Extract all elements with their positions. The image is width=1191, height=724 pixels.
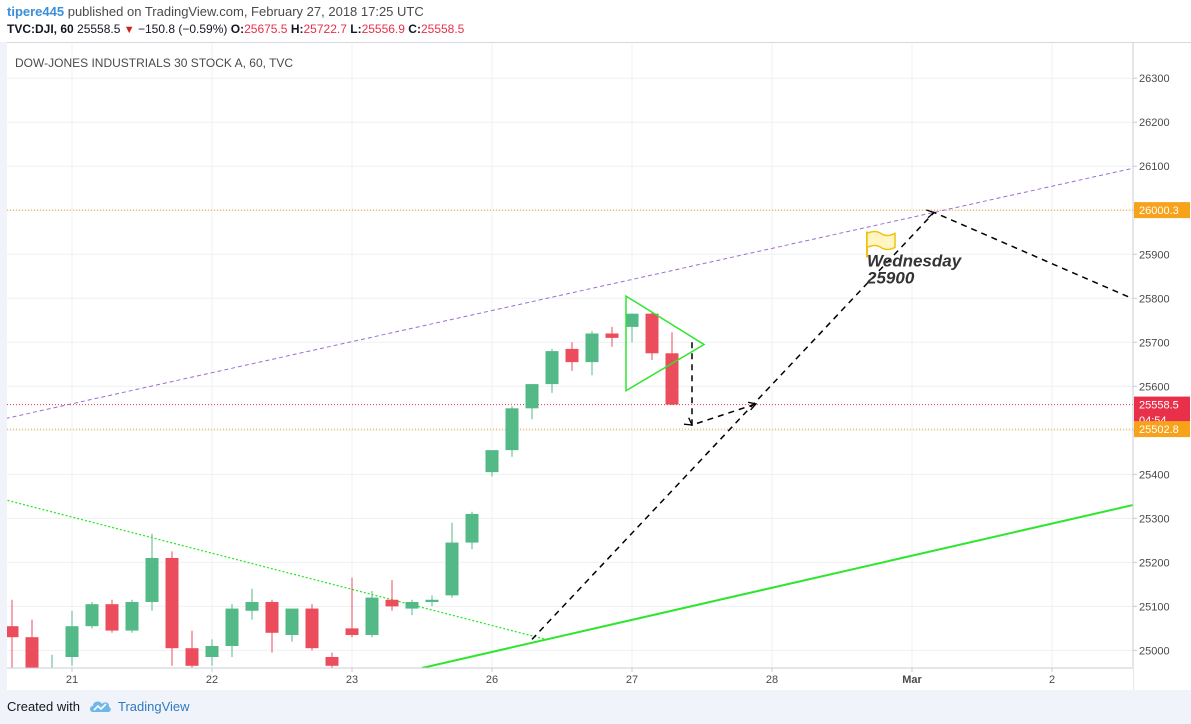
created-with-text: Created with <box>7 699 80 714</box>
tradingview-brand-link[interactable]: TradingView <box>118 699 190 714</box>
x-tick-label: 26 <box>486 674 498 686</box>
candle-down <box>105 604 119 631</box>
high-value: 25722.7 <box>303 22 347 36</box>
y-tick-label: 25000 <box>1139 645 1170 657</box>
candle-up <box>125 601 139 631</box>
candle-up <box>485 450 499 473</box>
tradingview-cloud-icon[interactable] <box>88 698 112 714</box>
annotation-day: Wednesday <box>867 251 963 270</box>
candle-up <box>285 608 299 635</box>
last-price: 25558.5 <box>77 22 121 36</box>
y-tick-label: 25700 <box>1139 337 1170 349</box>
candle-up <box>585 333 599 363</box>
flag-cloth <box>866 230 896 251</box>
candle-up <box>525 384 539 409</box>
y-tick-label: 25100 <box>1139 601 1170 613</box>
channel-line <box>7 167 1133 419</box>
candle-down <box>325 656 339 666</box>
candle-up <box>245 601 259 611</box>
candle-up <box>405 601 419 609</box>
low-label: L: <box>350 22 362 36</box>
candle-up <box>365 597 379 635</box>
candle-up <box>625 313 639 327</box>
annotation-price: 25900 <box>866 268 915 287</box>
projection-path-main <box>531 209 1133 640</box>
candle-down <box>645 313 659 354</box>
candle-down <box>25 637 39 668</box>
candle-up <box>225 608 239 646</box>
x-tick-label: 27 <box>626 674 638 686</box>
price-label-text: 26000.3 <box>1139 205 1179 217</box>
candle-down <box>605 333 619 338</box>
candle-up <box>505 408 519 451</box>
publish-line: tipere445 published on TradingView.com, … <box>7 4 424 19</box>
symbol-label: TVC:DJI, 60 <box>7 22 74 36</box>
open-value: 25675.5 <box>244 22 288 36</box>
y-tick-label: 25600 <box>1139 381 1170 393</box>
price-axis-bg <box>1133 43 1191 690</box>
flag-icon <box>866 230 896 258</box>
projection-path-short <box>683 342 758 427</box>
x-tick-label: 2 <box>1049 674 1055 686</box>
time-axis: 21 22 23 26 27 28 Mar 2 <box>7 667 1133 690</box>
x-tick-label: 23 <box>346 674 358 686</box>
candle-down <box>345 628 359 635</box>
high-label: H: <box>290 22 304 36</box>
y-tick-label: 26200 <box>1139 117 1170 129</box>
close-value: 25558.5 <box>420 22 465 36</box>
candle-up <box>85 604 99 627</box>
publish-header: tipere445 published on TradingView.com, … <box>0 0 1191 42</box>
down-arrow-icon: ▼ <box>123 24 135 36</box>
candle-up <box>425 599 439 602</box>
grid <box>7 43 1133 668</box>
price-label-text: 25502.8 <box>1139 424 1179 436</box>
candle-up <box>545 351 559 385</box>
y-tick-label: 26100 <box>1139 161 1170 173</box>
footer: Created with TradingView <box>0 690 1191 724</box>
close-label: C: <box>408 22 421 36</box>
chart-frame: Wednesday 25900 DOW-JONES INDUSTRIALS 30 S… <box>7 42 1191 690</box>
candle-down <box>7 626 19 638</box>
candle-up <box>465 513 479 543</box>
low-value: 25556.9 <box>361 22 405 36</box>
x-tick-label: 21 <box>66 674 78 686</box>
ohlc-line: TVC:DJI, 60 25558.5 ▼ −150.8 (−0.59%) O:… <box>7 22 464 36</box>
x-tick-label: 28 <box>766 674 778 686</box>
time-axis-bg <box>7 668 1133 690</box>
x-tick-label: 22 <box>206 674 218 686</box>
price-label-box <box>1134 396 1190 413</box>
y-tick-label: 26300 <box>1139 73 1170 85</box>
descending-trendline <box>7 499 547 641</box>
y-tick-label: 25300 <box>1139 513 1170 525</box>
candle-down <box>265 601 279 633</box>
x-tick-label: Mar <box>902 674 922 686</box>
price-label-text: 25558.5 <box>1139 400 1179 412</box>
price-axis: 2500025100252002530025400255002560025700… <box>1132 43 1191 690</box>
candle-up <box>445 542 459 596</box>
candle-down <box>305 608 319 649</box>
candle-down <box>565 348 579 363</box>
y-tick-label: 25400 <box>1139 469 1170 481</box>
candle-up <box>205 645 219 657</box>
support-trendline <box>421 503 1133 668</box>
candle-up <box>65 626 79 657</box>
chart-title: DOW-JONES INDUSTRIALS 30 STOCK A, 60, TV… <box>15 56 293 70</box>
candle-up <box>145 557 159 602</box>
y-tick-label: 25900 <box>1139 249 1170 261</box>
triangle-pattern <box>625 294 706 393</box>
candle-down <box>165 557 179 649</box>
price-change: −150.8 (−0.59%) <box>138 22 228 36</box>
price-label-box <box>1134 421 1190 438</box>
y-tick-label: 25800 <box>1139 293 1170 305</box>
author-link[interactable]: tipere445 <box>7 4 65 19</box>
candle-down <box>385 599 399 607</box>
open-label: O: <box>230 22 245 36</box>
price-label-box <box>1134 202 1190 219</box>
y-tick-label: 25200 <box>1139 557 1170 569</box>
publish-info: published on TradingView.com, February 2… <box>67 4 424 19</box>
candle-down <box>185 648 199 666</box>
